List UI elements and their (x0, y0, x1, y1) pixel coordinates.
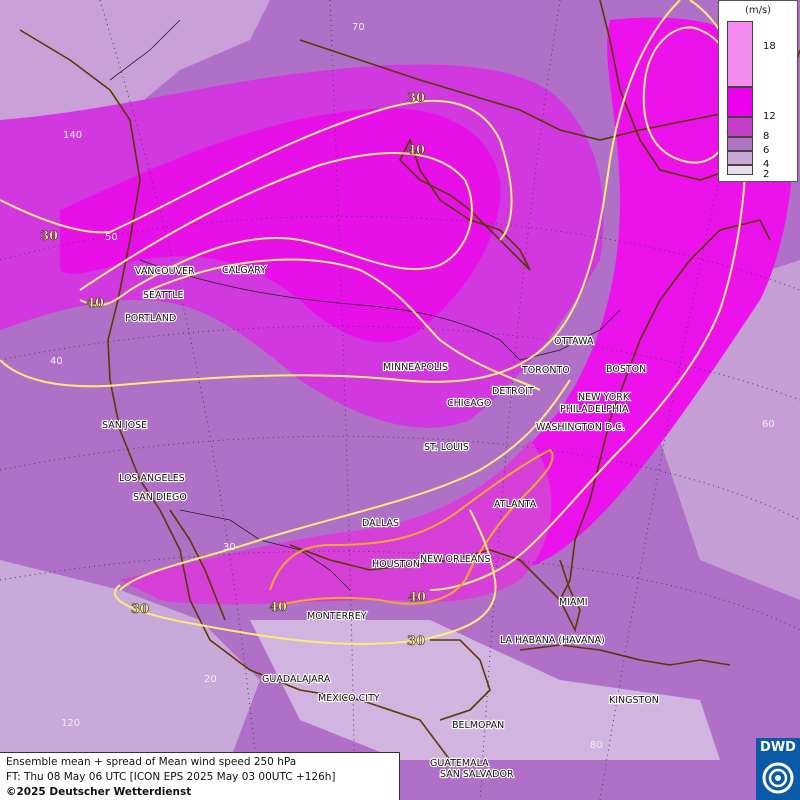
coast-arctic (299, 39, 741, 141)
legend-swatch (727, 137, 753, 151)
city-label-boston: BOSTON (606, 364, 646, 375)
city-label-neworleans: NEW ORLEANS (420, 554, 491, 565)
city-label-stlouis: ST. LOUIS (424, 442, 469, 453)
isoline-label: 40 (269, 600, 287, 615)
coast-hudson-bay (399, 137, 531, 271)
city-label-toronto: TORONTO (521, 365, 570, 376)
city-label-guatemala: GUATEMALA (430, 758, 489, 769)
city-label-mexicocity: MEXICO CITY (318, 693, 380, 704)
isoline-30-gulf (113, 509, 497, 646)
legend-unit: (m/s) (744, 5, 772, 16)
coast-gulf (289, 219, 771, 602)
city-label-vancouver: VANCOUVER (135, 266, 195, 277)
isoline-label: 30 (407, 634, 425, 649)
isoline-label: 40 (408, 590, 426, 605)
legend-swatch (727, 165, 753, 175)
isoline-label: 30 (40, 229, 58, 244)
city-label-seattle: SEATTLE (143, 290, 184, 301)
lon-label: 140 (63, 130, 82, 141)
city-labels: VANCOUVER CALGARY SEATTLE PORTLAND OTTAWA MIN… (101, 264, 660, 781)
lat-label: 50 (105, 232, 118, 243)
isoline-30-southwest (119, 379, 571, 591)
legend-swatch (727, 117, 753, 137)
isoline-40-north (79, 152, 473, 307)
info-copyright: ©2025 Deutscher Wetterdienst (6, 786, 192, 798)
legend-tick-label: 8 (763, 131, 770, 142)
lon-label: 80 (590, 740, 603, 751)
lat-label: 40 (50, 356, 63, 367)
coast-florida (559, 559, 581, 633)
city-label-chicago: CHICAGO (447, 398, 491, 409)
lat-label: 30 (223, 542, 236, 553)
city-label-sansalvador: SAN SALVADOR (440, 769, 514, 780)
coast-cuba (519, 644, 731, 666)
legend-tick-label: 12 (763, 111, 776, 122)
isoline-label: 40 (407, 143, 425, 158)
legend-tick-label: 18 (763, 41, 776, 52)
border-alaska (109, 19, 181, 81)
isoline-labels: 30 40 30 40 30 40 40 30 (40, 91, 427, 650)
spread-field-light-southwest (0, 560, 260, 760)
legend-swatch (727, 87, 753, 117)
isoline-label: 40 (86, 296, 104, 311)
jet-field-east (430, 17, 794, 571)
info-forecast-time: FT: Thu 08 May 06 UTC [ICON EPS 2025 May… (6, 771, 336, 783)
coast-yucatan (430, 639, 491, 721)
city-label-sandiego: SAN DIEGO (133, 492, 187, 503)
city-label-detroit: DETROIT (492, 386, 534, 397)
dwd-logo-text: DWD (760, 740, 796, 755)
lat-label: 70 (352, 22, 365, 33)
legend-tick-label: 2 (763, 169, 770, 180)
city-label-dallas: DALLAS (362, 518, 399, 529)
isoline-40-south (269, 448, 554, 606)
dwd-logo: DWD (756, 738, 800, 800)
dwd-swirl-icon (762, 762, 794, 794)
lat-label: 20 (204, 674, 217, 685)
city-label-philadelphia: PHILADELPHIA (560, 404, 629, 415)
border-us-canada (139, 259, 621, 361)
spread-field-light-south (250, 620, 720, 760)
city-label-losangeles: LOS ANGELES (119, 473, 185, 484)
isoline-30-north (0, 99, 513, 241)
city-label-belmopan: BELMOPAN (452, 720, 504, 731)
isoline-40-inner (149, 258, 541, 391)
city-label-lahabana: LA HABANA (HAVANA) (500, 635, 605, 646)
info-box: Ensemble mean + spread of Mean wind spee… (0, 752, 400, 800)
info-title: Ensemble mean + spread of Mean wind spee… (6, 756, 297, 768)
legend: (m/s) 18 12 8 6 4 2 (718, 0, 798, 182)
legend-swatch (727, 151, 753, 165)
graticule-labels: 70 50 40 30 20 140 120 60 80 (50, 22, 775, 751)
borders (109, 19, 621, 591)
isoline-label: 30 (407, 91, 425, 106)
lon-label: 60 (762, 419, 775, 430)
city-label-portland: PORTLAND (125, 313, 176, 324)
jet-field-core (60, 108, 501, 343)
city-label-atlanta: ATLANTA (494, 499, 537, 510)
legend-tick-label: 6 (763, 145, 770, 156)
coast-baja (169, 509, 226, 621)
city-label-calgary: CALGARY (222, 265, 266, 276)
city-label-sanjose: SAN JOSE (102, 420, 147, 431)
isoline-30-big (0, 0, 681, 388)
city-label-houston: HOUSTON (372, 559, 420, 570)
city-label-washington: WASHINGTON D.C. (536, 422, 625, 433)
border-us-mexico (179, 509, 351, 591)
lon-label: 120 (61, 718, 80, 729)
city-label-guadalajara: GUADALAJARA (262, 674, 331, 685)
legend-tick-label: 4 (763, 159, 770, 170)
city-label-kingston: KINGSTON (609, 695, 659, 706)
city-label-miami: MIAMI (559, 597, 588, 608)
city-label-newyork: NEW YORK (578, 392, 630, 403)
city-label-monterrey: MONTERREY (307, 611, 367, 622)
city-label-ottawa: OTTAWA (554, 336, 594, 347)
jet-field-south (120, 440, 552, 605)
coast-pacific (19, 29, 451, 761)
isoline-label: 30 (131, 602, 149, 617)
legend-swatch (727, 21, 753, 87)
city-label-minneapolis: MINNEAPOLIS (383, 362, 448, 373)
